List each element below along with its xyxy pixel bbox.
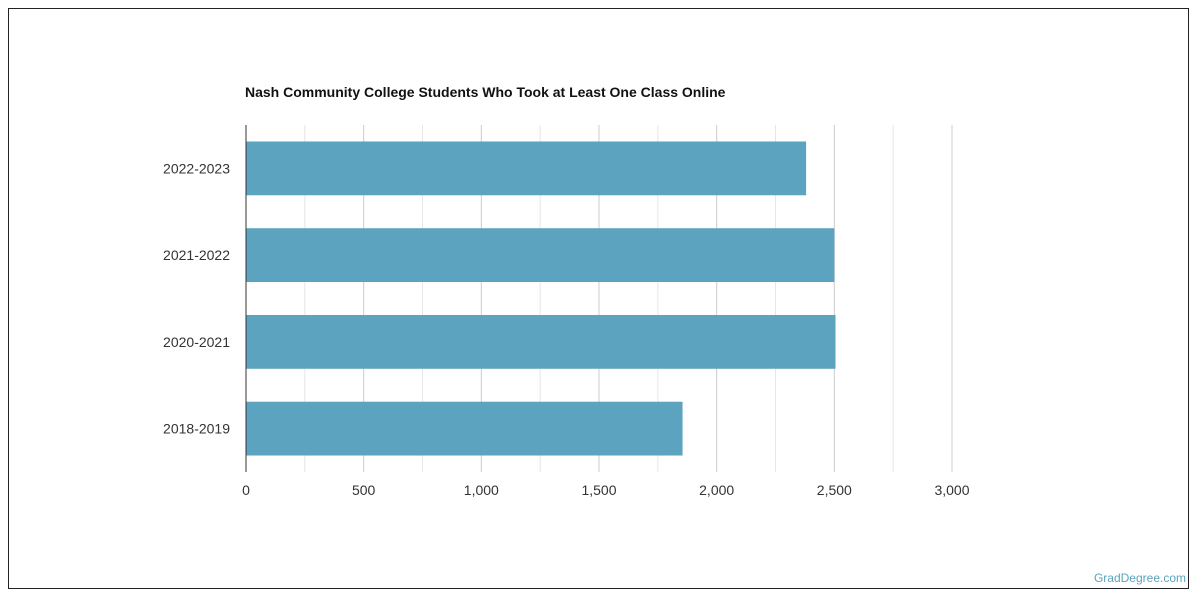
category-label: 2018-2019 xyxy=(163,421,230,437)
bars xyxy=(246,141,836,456)
x-tick-label: 0 xyxy=(242,482,250,498)
x-axis-ticks: 0 500 1,000 1,500 2,000 2,500 3,000 xyxy=(242,482,970,498)
x-tick-label: 1,000 xyxy=(464,482,499,498)
category-labels: 2022-2023 2021-2022 2020-2021 2018-2019 xyxy=(163,160,230,436)
x-tick-label: 3,000 xyxy=(934,482,969,498)
chart-title: Nash Community College Students Who Took… xyxy=(245,84,726,100)
x-tick-label: 1,500 xyxy=(581,482,616,498)
bar-2018-2019 xyxy=(246,401,683,456)
x-tick-label: 2,500 xyxy=(817,482,852,498)
bar-2021-2022 xyxy=(246,228,835,283)
category-label: 2021-2022 xyxy=(163,247,230,263)
category-label: 2022-2023 xyxy=(163,160,230,176)
x-tick-label: 500 xyxy=(352,482,376,498)
bar-2020-2021 xyxy=(246,314,836,369)
x-tick-label: 2,000 xyxy=(699,482,734,498)
category-label: 2020-2021 xyxy=(163,334,230,350)
bar-2022-2023 xyxy=(246,141,807,196)
watermark: GradDegree.com xyxy=(1093,571,1186,585)
